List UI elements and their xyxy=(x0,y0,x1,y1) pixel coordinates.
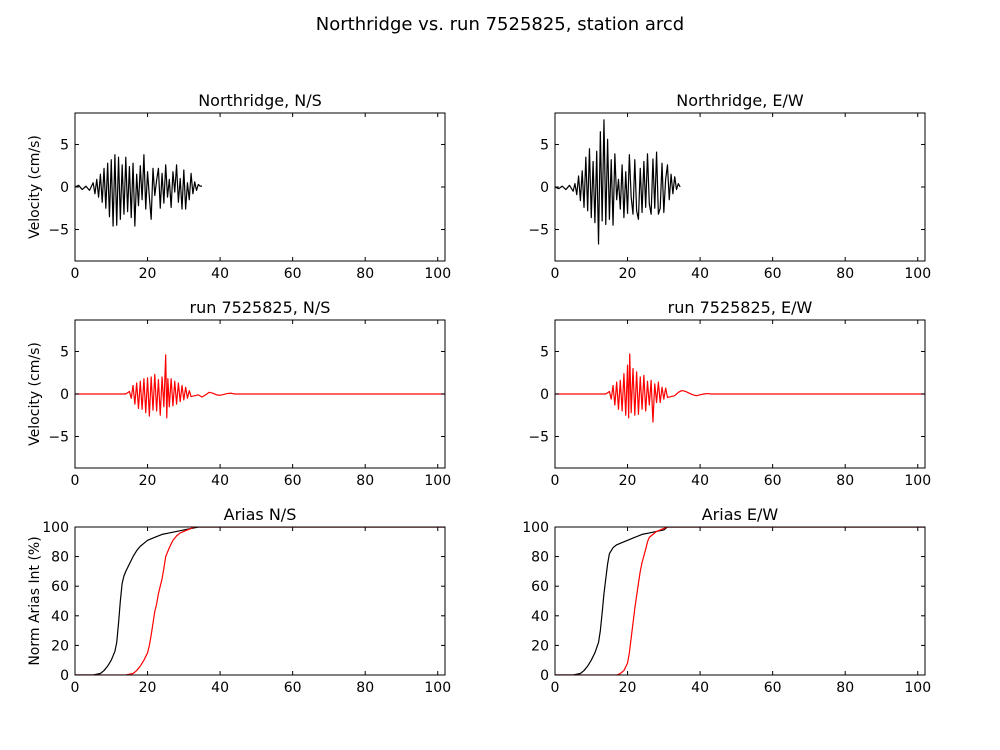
x-tick-label: 100 xyxy=(904,680,931,696)
axes-frame xyxy=(74,526,446,676)
x-tick-label: 0 xyxy=(551,266,560,282)
y-tick-label: 100 xyxy=(42,520,69,536)
y-tick-label: 0 xyxy=(540,668,549,684)
x-tick-label: 40 xyxy=(211,473,229,489)
y-tick-label: 5 xyxy=(540,137,549,153)
series-line-simulated xyxy=(75,527,445,675)
x-tick-label: 20 xyxy=(139,266,157,282)
y-tick-label: −5 xyxy=(48,430,69,446)
x-tick-label: 80 xyxy=(836,266,854,282)
x-tick-label: 40 xyxy=(211,266,229,282)
x-tick-label: 80 xyxy=(836,473,854,489)
x-tick-label: 100 xyxy=(424,680,451,696)
x-tick-label: 60 xyxy=(764,266,782,282)
y-tick-label: 5 xyxy=(60,344,69,360)
series-line-recorded xyxy=(75,527,445,675)
y-tick-label: 0 xyxy=(60,180,69,196)
x-tick-label: 20 xyxy=(619,680,637,696)
y-tick-label: 0 xyxy=(60,668,69,684)
subplot-ns-simulated: 0 20 40 60 80 100 −5 0 5 run 7525825, N/S Velocity… xyxy=(27,298,451,489)
x-tick-label: 100 xyxy=(904,473,931,489)
subplot-title: run 7525825, E/W xyxy=(668,298,813,317)
subplot-arias-ew: 0 20 40 60 80 100 0 20 40 60 80 100 Arias E/W xyxy=(522,505,931,696)
series-line-simulated xyxy=(75,354,445,419)
series-line-recorded xyxy=(555,119,681,245)
y-tick-label: 0 xyxy=(540,180,549,196)
y-tick-label: 40 xyxy=(51,609,69,625)
subplot-title: Northridge, E/W xyxy=(676,91,804,110)
subplot-ew-recorded: 0 20 40 60 80 100 −5 0 5 Northridge, E/W xyxy=(528,91,931,282)
x-tick-label: 80 xyxy=(356,680,374,696)
y-tick-label: 60 xyxy=(51,579,69,595)
x-tick-label: 0 xyxy=(551,680,560,696)
y-tick-label: 80 xyxy=(531,550,549,566)
x-tick-label: 60 xyxy=(284,680,302,696)
subplot-ns-recorded: 0 20 40 60 80 100 −5 0 5 Northridge, N/S Velocity … xyxy=(27,91,451,282)
subplot-title: Northridge, N/S xyxy=(198,91,322,110)
y-axis-label: Norm Arias Int (%) xyxy=(27,536,43,665)
axes-frame xyxy=(554,526,926,676)
series-line-simulated xyxy=(555,527,925,675)
x-tick-label: 100 xyxy=(424,266,451,282)
x-tick-label: 0 xyxy=(71,473,80,489)
y-tick-label: −5 xyxy=(528,223,549,239)
x-tick-label: 40 xyxy=(691,473,709,489)
y-tick-label: 60 xyxy=(531,579,549,595)
subplot-ew-simulated: 0 20 40 60 80 100 −5 0 5 run 7525825, E/W xyxy=(528,298,931,489)
subplot-title: Arias E/W xyxy=(702,505,779,524)
x-tick-label: 40 xyxy=(691,266,709,282)
x-tick-label: 20 xyxy=(619,473,637,489)
y-axis-label: Velocity (cm/s) xyxy=(27,135,43,239)
x-tick-label: 60 xyxy=(764,680,782,696)
figure-title: Northridge vs. run 7525825, station arcd xyxy=(316,14,684,35)
x-tick-label: 60 xyxy=(284,266,302,282)
series-line-simulated xyxy=(555,353,925,423)
y-axis-label: Velocity (cm/s) xyxy=(27,342,43,446)
series-line-recorded xyxy=(555,527,925,675)
y-tick-label: 100 xyxy=(522,520,549,536)
y-tick-label: −5 xyxy=(48,223,69,239)
subplot-title: Arias N/S xyxy=(224,505,297,524)
x-tick-label: 20 xyxy=(139,473,157,489)
x-tick-label: 100 xyxy=(424,473,451,489)
y-tick-label: 40 xyxy=(531,609,549,625)
subplot-arias-ns: 0 20 40 60 80 100 0 20 40 60 80 100 Arias N/S Norm Ar… xyxy=(27,505,451,696)
x-tick-label: 0 xyxy=(551,473,560,489)
y-tick-label: 20 xyxy=(531,638,549,654)
y-tick-label: 80 xyxy=(51,550,69,566)
subplots: 0 20 40 60 80 100 −5 0 5 Northridge, N/S Velocity … xyxy=(27,91,931,696)
x-tick-label: 0 xyxy=(71,266,80,282)
x-tick-label: 80 xyxy=(356,266,374,282)
x-tick-label: 20 xyxy=(139,680,157,696)
x-tick-label: 100 xyxy=(904,266,931,282)
x-tick-label: 80 xyxy=(356,473,374,489)
subplot-title: run 7525825, N/S xyxy=(190,298,331,317)
y-tick-label: 5 xyxy=(540,344,549,360)
y-tick-label: 5 xyxy=(60,137,69,153)
x-tick-label: 80 xyxy=(836,680,854,696)
y-tick-label: 20 xyxy=(51,638,69,654)
x-tick-label: 20 xyxy=(619,266,637,282)
x-tick-label: 60 xyxy=(764,473,782,489)
y-tick-label: 0 xyxy=(540,387,549,403)
x-tick-label: 40 xyxy=(211,680,229,696)
x-tick-label: 0 xyxy=(71,680,80,696)
x-tick-label: 60 xyxy=(284,473,302,489)
series-line-recorded xyxy=(75,154,202,227)
y-tick-label: −5 xyxy=(528,430,549,446)
y-tick-label: 0 xyxy=(60,387,69,403)
x-tick-label: 40 xyxy=(691,680,709,696)
